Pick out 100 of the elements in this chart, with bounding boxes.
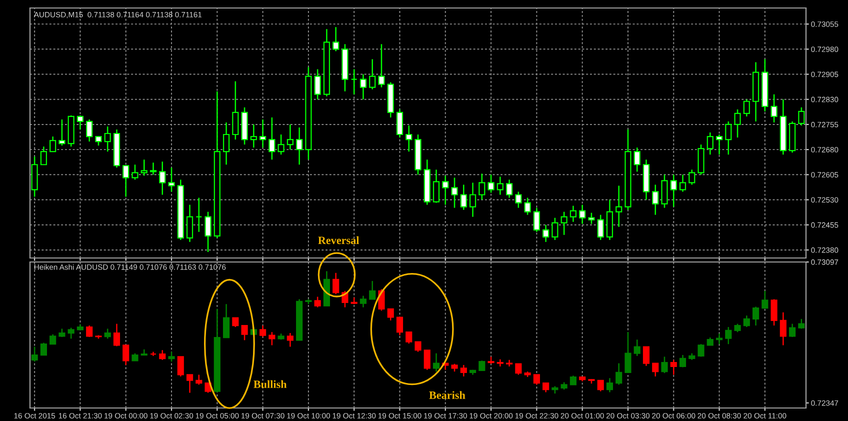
candlestick xyxy=(743,98,750,118)
candlestick xyxy=(86,324,93,338)
candlestick xyxy=(232,80,239,140)
candlestick xyxy=(360,74,367,100)
candlestick xyxy=(478,360,486,372)
candlestick xyxy=(770,298,778,326)
candlestick xyxy=(515,191,522,208)
candlestick xyxy=(762,290,768,309)
candlestick xyxy=(661,356,668,374)
candlestick xyxy=(177,356,184,378)
candlestick xyxy=(725,326,732,345)
candlestick xyxy=(278,134,284,156)
candlestick xyxy=(122,344,130,366)
candlestick xyxy=(232,317,239,328)
candlestick xyxy=(222,303,230,338)
candlestick xyxy=(570,205,576,222)
candlestick xyxy=(296,126,303,166)
candlestick xyxy=(743,314,750,328)
candlestick xyxy=(332,26,340,52)
candlestick xyxy=(542,382,550,393)
candlestick xyxy=(50,334,56,345)
candlestick xyxy=(396,316,404,336)
candlestick xyxy=(40,342,47,356)
candlestick xyxy=(670,359,677,376)
candlestick xyxy=(241,324,248,341)
candlestick xyxy=(560,211,568,236)
candlestick xyxy=(679,174,686,192)
candlestick xyxy=(268,116,276,160)
candlestick xyxy=(332,272,340,295)
candlestick xyxy=(780,312,786,346)
candlestick xyxy=(314,68,321,100)
candlestick xyxy=(268,331,276,346)
candlestick xyxy=(95,136,102,146)
candlestick xyxy=(634,338,640,357)
candlestick xyxy=(451,177,458,208)
candlestick xyxy=(506,179,513,198)
candlestick xyxy=(204,211,212,253)
annotation: Bullish xyxy=(254,380,287,388)
candlestick xyxy=(725,120,732,156)
candlestick xyxy=(113,323,120,347)
candlestick xyxy=(159,350,166,361)
candlestick xyxy=(168,351,175,362)
candlestick xyxy=(369,58,376,90)
candlestick xyxy=(652,362,659,378)
candlestick xyxy=(798,106,805,126)
candlestick xyxy=(624,331,632,374)
candlestick xyxy=(616,185,622,228)
candlestick xyxy=(260,324,266,338)
candlestick xyxy=(369,280,376,300)
candlestick xyxy=(789,323,796,338)
candlestick xyxy=(432,169,440,204)
candlestick xyxy=(168,167,175,192)
candlestick xyxy=(652,184,659,216)
candlestick xyxy=(314,296,321,308)
candlestick xyxy=(496,176,504,196)
candlestick xyxy=(40,146,47,166)
candlestick xyxy=(360,295,367,308)
candlestick xyxy=(460,364,467,378)
candlestick xyxy=(104,328,111,340)
candlestick xyxy=(86,118,93,142)
candlestick xyxy=(588,212,595,224)
candlestick xyxy=(31,346,38,362)
candlestick xyxy=(597,214,604,241)
candlestick xyxy=(122,165,130,198)
candlestick xyxy=(488,174,494,194)
candlestick xyxy=(716,332,723,345)
candlestick xyxy=(406,331,412,344)
candlestick xyxy=(716,134,723,156)
candlestick xyxy=(396,108,404,138)
candlestick xyxy=(688,169,696,186)
candlestick xyxy=(68,327,74,340)
candlestick xyxy=(424,350,430,370)
candlestick xyxy=(770,94,778,124)
candlestick xyxy=(642,346,650,367)
candlestick xyxy=(661,174,668,208)
candlestick xyxy=(533,207,540,233)
candlestick xyxy=(432,352,440,372)
candlestick xyxy=(698,343,704,358)
candlestick xyxy=(478,173,486,200)
candlestick xyxy=(515,363,522,376)
candlestick xyxy=(679,354,686,368)
candlestick xyxy=(286,332,294,348)
candlestick xyxy=(552,217,558,241)
candlestick xyxy=(186,204,194,243)
candlestick xyxy=(706,132,714,156)
candlestick xyxy=(460,184,467,210)
candlestick xyxy=(597,380,604,392)
candlestick xyxy=(140,158,148,176)
candlestick xyxy=(76,114,84,130)
candlestick xyxy=(670,174,677,208)
annotation: Reversal xyxy=(318,236,360,244)
candlestick xyxy=(752,306,760,326)
candlestick xyxy=(196,197,202,233)
candlestick xyxy=(442,175,449,206)
candlestick xyxy=(196,374,202,386)
candlestick xyxy=(414,341,422,352)
candlestick xyxy=(260,118,266,148)
candlestick xyxy=(222,122,230,166)
candlestick xyxy=(104,126,111,152)
candlestick xyxy=(406,124,412,152)
